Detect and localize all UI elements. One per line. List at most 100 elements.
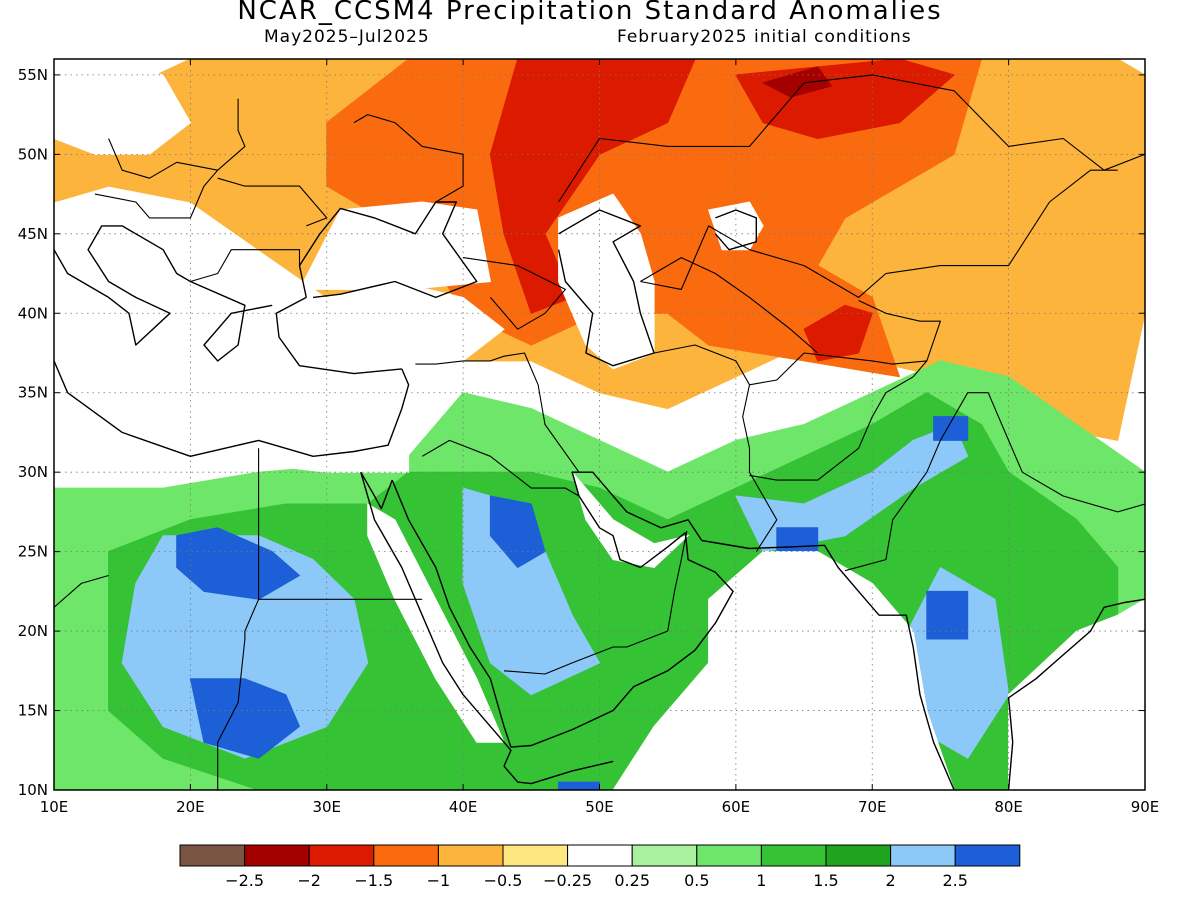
border-china-west-border — [858, 300, 941, 362]
border-ukraine-west-border — [217, 177, 328, 227]
boundary-layer — [54, 74, 1145, 790]
coastline-aral-sea — [714, 209, 757, 251]
lat-tick-label: 35N — [18, 384, 48, 402]
colorbar-swatch — [890, 844, 956, 867]
colorbar-swatch — [437, 844, 504, 867]
border-niger-border — [54, 574, 109, 608]
border-saudi-north-border — [421, 439, 580, 497]
lon-tick-label: 80E — [994, 798, 1023, 816]
coastline-mediterranean-south-coast — [54, 360, 410, 457]
masked-region-bay-of-bengal-mask — [1008, 598, 1145, 790]
border-china-india-border — [987, 392, 1145, 513]
coastline-red-sea-east-coast — [391, 479, 512, 748]
colorbar-label: −0.5 — [484, 871, 523, 890]
coastline-red-sea-west-coast — [360, 472, 512, 767]
masked-region-arabian-sea-mask — [612, 551, 955, 790]
colorbar-swatch — [696, 844, 762, 867]
lon-tick-label: 70E — [858, 798, 887, 816]
anomaly-region-wet-extreme-kashmir — [933, 416, 969, 441]
border-russia-ukraine-border — [353, 114, 464, 203]
colorbar-swatch — [179, 844, 246, 867]
border-iraq-iran-border — [415, 352, 580, 473]
lat-tick-label: 15N — [18, 702, 48, 720]
border-mongolia-border — [1103, 153, 1145, 171]
coastline-india-east-coast — [1007, 598, 1145, 790]
colorbar: −2.5 −2 −1.5 −1 −0.5 −0.25 0.25 0.5 1 1.5 2 2.5 — [179, 844, 1021, 890]
coastline-gulf-of-suez — [360, 471, 393, 510]
lon-tick-label: 90E — [1131, 798, 1160, 816]
coastline-iran-pakistan-coast — [701, 539, 955, 790]
colorbar-swatch — [244, 844, 310, 867]
anomaly-region-wet-extreme-india — [926, 590, 969, 640]
masked-region-mediterranean-east-mask — [80, 312, 410, 425]
colorbar-label: 1.5 — [813, 871, 838, 890]
colorbar-swatch — [631, 844, 698, 867]
anomaly-region-wet-extreme-sahara-north — [176, 527, 300, 600]
lon-tick-label: 60E — [722, 798, 751, 816]
colorbar-label: 0.25 — [614, 871, 650, 890]
anomaly-region-wet-strong-sahara — [121, 535, 369, 759]
masked-region-sahara-dry-mask — [54, 376, 410, 473]
lon-tick-label: 10E — [40, 798, 69, 816]
colorbar-swatch — [760, 844, 827, 867]
lat-tick-label: 10N — [18, 781, 48, 799]
colorbar-swatch — [825, 844, 892, 867]
colorbar-swatch — [502, 844, 569, 867]
colorbar-label: −2.5 — [225, 871, 264, 890]
lon-tick-label: 20E — [176, 798, 205, 816]
colorbar-label: 0.5 — [684, 871, 709, 890]
border-libya-egypt-border — [244, 448, 260, 639]
colorbar-swatch — [373, 844, 439, 867]
lat-tick-label: 40N — [18, 304, 48, 322]
border-kazakhstan-north-border — [558, 74, 1105, 203]
lat-tick-label: 55N — [18, 66, 48, 84]
lat-tick-label: 45N — [18, 225, 48, 243]
anomaly-region-north-dry-extreme — [762, 66, 832, 98]
valid-period-subtitle: May2025–Jul2025 — [264, 27, 430, 47]
colorbar-label: −1.5 — [354, 871, 393, 890]
border-belarus-poland-border — [217, 98, 246, 171]
colorbar-label: −1 — [427, 871, 451, 890]
axis-tick-layer: 10E 20E 30E 40E 50E 60E 70E 80E 90E 10N 15N 20N 25N 3… — [18, 59, 1160, 816]
colorbar-label: 2 — [886, 871, 896, 890]
lat-tick-label: 30N — [18, 463, 48, 481]
colorbar-swatch — [954, 844, 1021, 867]
lon-tick-label: 40E — [449, 798, 478, 816]
coastline-black-sea-coast — [298, 201, 478, 299]
masked-region-west-europe-mask — [54, 59, 192, 155]
border-balkans-border — [190, 249, 301, 283]
anomaly-region-wet-extreme-sahara-south — [189, 678, 300, 759]
anomaly-field-layer — [54, 59, 1145, 790]
coastline-somalia-coast — [503, 760, 614, 785]
colorbar-label: 1 — [756, 871, 766, 890]
colorbar-label: 2.5 — [942, 871, 967, 890]
lon-tick-label: 50E — [585, 798, 614, 816]
coastline-turkey-south-coast — [275, 296, 402, 375]
anomaly-region-wet-extreme-somalia — [558, 781, 600, 790]
border-caucasus-border — [463, 257, 566, 330]
border-pakistan-india-border — [844, 392, 989, 572]
anomaly-region-wet-extreme-arabia — [489, 495, 546, 568]
coastline-caspian-coast — [557, 209, 655, 367]
colorbar-label: −2 — [297, 871, 321, 890]
border-afghanistan-border — [749, 352, 928, 481]
border-turkmenistan-border — [640, 257, 819, 354]
coastline-arabia-south-coast — [510, 532, 734, 748]
lat-tick-label: 25N — [18, 543, 48, 561]
colorbar-swatch — [308, 844, 375, 867]
border-europe-central-border — [94, 138, 219, 219]
colorbar-swatch — [567, 844, 633, 867]
lon-tick-label: 30E — [312, 798, 341, 816]
masked-region-red-sea-mask — [367, 503, 505, 743]
colorbar-label: −0.25 — [543, 871, 592, 890]
border-kazakhstan-south-border — [640, 169, 1118, 298]
coastline-persian-gulf-coast — [571, 471, 703, 569]
border-oman-border — [667, 530, 688, 632]
initial-conditions-subtitle: February2025 initial conditions — [617, 27, 912, 47]
lat-tick-label: 20N — [18, 622, 48, 640]
anomaly-region-wet-extreme-pakistan — [776, 527, 819, 553]
chart-title: NCAR_CCSM4 Precipitation Standard Anomal… — [237, 0, 943, 26]
coastline-greece-italy-coast — [54, 225, 273, 362]
border-chad-border — [217, 638, 246, 790]
